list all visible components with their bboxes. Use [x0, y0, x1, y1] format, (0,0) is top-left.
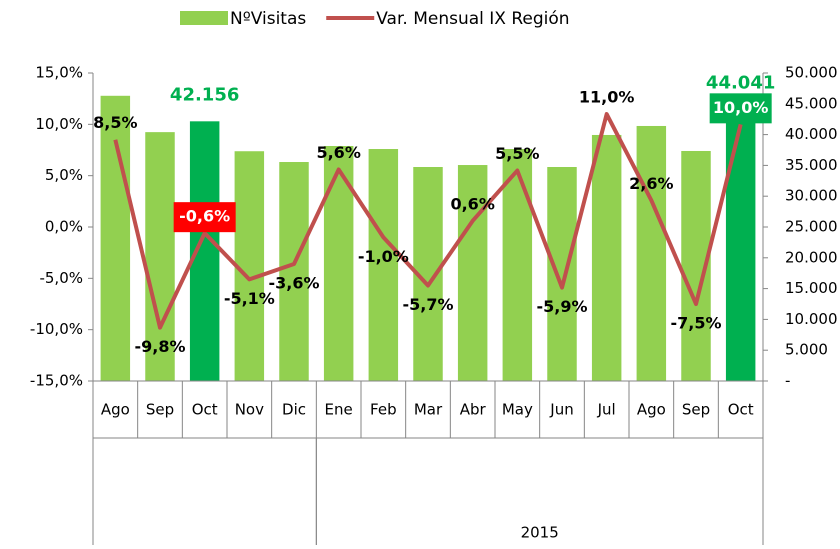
line-value-label: -5,9%: [536, 297, 587, 316]
x-tick-label: Ene: [325, 401, 353, 419]
line-value-label: 10,0%: [713, 98, 769, 117]
x-tick-label: Dic: [282, 401, 306, 419]
x-tick-label: Nov: [235, 401, 264, 419]
group-label: 2015: [521, 524, 559, 542]
line-value-label: -5,7%: [402, 295, 453, 314]
line-label-box: [709, 93, 772, 124]
line-value-label: 5,6%: [316, 143, 360, 162]
x-tick-label: Oct: [728, 401, 754, 419]
bar: [368, 149, 399, 381]
y2-tick-label: 50.000: [785, 64, 838, 82]
bar-value-label: 44.041: [706, 73, 775, 94]
x-tick-label: Abr: [460, 401, 487, 419]
legend-swatch: [180, 11, 228, 25]
x-tick-label: Feb: [370, 401, 397, 419]
bar: [323, 145, 354, 381]
y-tick-label: -15,0%: [30, 372, 83, 390]
x-tick-label: May: [502, 401, 533, 419]
legend-label: NºVisitas: [230, 9, 306, 29]
legend-label: Var. Mensual IX Región: [376, 9, 569, 29]
bar: [100, 95, 131, 382]
bar: [636, 125, 667, 381]
bar: [457, 165, 488, 381]
bar: [502, 149, 533, 381]
y2-tick-label: 35.000: [785, 156, 838, 174]
x-tick-label: Oct: [192, 401, 218, 419]
line-value-label: 2,6%: [629, 174, 673, 193]
y-tick-label: 5,0%: [45, 166, 83, 184]
x-tick-label: Sep: [682, 401, 710, 419]
line-value-label: 5,5%: [495, 144, 539, 163]
bar-value-label: 42.156: [170, 84, 239, 105]
x-tick-label: Ago: [101, 401, 130, 419]
bar: [591, 134, 622, 381]
y-tick-label: -10,0%: [30, 320, 83, 338]
y2-tick-label: 10.000: [785, 310, 838, 328]
y2-tick-label: -: [785, 372, 790, 390]
line-value-label: -5,1%: [224, 289, 275, 308]
bar: [725, 109, 756, 381]
line-value-label: -0,6%: [179, 207, 230, 226]
y-tick-label: 10,0%: [35, 115, 83, 133]
bar: [279, 162, 309, 381]
y2-tick-label: 30.000: [785, 187, 838, 205]
x-tick-label: Mar: [414, 401, 443, 419]
x-tick-label: Ago: [637, 401, 666, 419]
line-value-label: -1,0%: [358, 247, 409, 266]
y-tick-label: 0,0%: [45, 218, 83, 236]
bar: [547, 167, 577, 381]
y-tick-label: 15,0%: [35, 64, 83, 82]
bar: [145, 132, 175, 381]
y2-tick-label: 5.000: [785, 341, 828, 359]
line-value-label: -3,6%: [268, 273, 319, 292]
line-value-label: 8,5%: [93, 113, 137, 132]
y2-tick-label: 15.000: [785, 279, 838, 297]
line-value-label: 11,0%: [579, 88, 635, 107]
bar: [234, 151, 265, 381]
line-value-label: -7,5%: [670, 314, 721, 333]
y2-tick-label: 20.000: [785, 248, 838, 266]
line-value-label: 0,6%: [450, 194, 494, 213]
x-tick-label: Sep: [146, 401, 174, 419]
line-label-box: [173, 202, 236, 233]
x-tick-label: Jul: [597, 401, 616, 419]
x-tick-label: Jun: [549, 401, 573, 419]
line: [113, 112, 743, 330]
y-tick-label: -5,0%: [39, 269, 83, 287]
line-value-label: -9,8%: [134, 337, 185, 356]
y2-tick-label: 25.000: [785, 218, 838, 236]
y2-tick-label: 45.000: [785, 94, 838, 112]
y2-tick-label: 40.000: [785, 125, 838, 143]
